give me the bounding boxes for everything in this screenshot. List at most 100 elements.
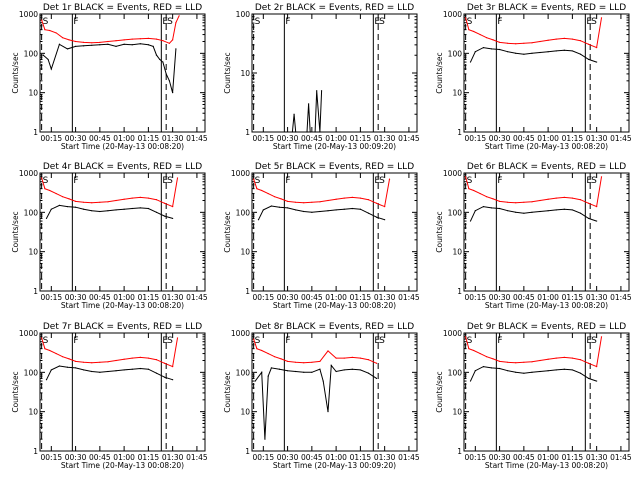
data-point xyxy=(50,68,52,70)
data-point xyxy=(163,362,166,364)
event-marker-label: S xyxy=(591,336,597,346)
data-point xyxy=(523,372,525,374)
x-tick-label: 01:45 xyxy=(186,134,208,143)
data-point xyxy=(515,202,517,204)
data-point xyxy=(474,370,476,372)
chart-panel-9: Det 9r BLACK = Events, RED = LLD 1 10 100 10… xyxy=(435,322,632,470)
y-axis-label: Counts/sec xyxy=(11,371,20,412)
x-tick-label: 01:00 xyxy=(113,134,135,143)
data-point xyxy=(303,362,305,364)
data-point xyxy=(327,199,329,202)
data-point xyxy=(83,41,85,43)
x-tick-label: 00:45 xyxy=(513,453,535,462)
chart-panel-6: Det 6r BLACK = Events, RED = LLD 1 10 100 10… xyxy=(435,162,632,310)
data-point xyxy=(62,37,64,39)
data-point xyxy=(55,32,57,34)
y-tick-label: 1 xyxy=(245,287,250,296)
data-point xyxy=(176,177,179,179)
data-point xyxy=(587,362,590,364)
data-point xyxy=(139,207,141,209)
data-point xyxy=(555,38,557,40)
data-point xyxy=(547,51,549,53)
data-point xyxy=(147,37,149,39)
data-point xyxy=(115,199,117,202)
data-point xyxy=(327,350,329,352)
data-point xyxy=(131,38,133,40)
data-point xyxy=(306,131,308,133)
data-point xyxy=(74,200,77,202)
data-point xyxy=(343,357,345,359)
data-point xyxy=(359,197,361,199)
data-point xyxy=(482,205,485,208)
data-point xyxy=(155,359,158,361)
series-line-events xyxy=(470,366,597,382)
data-point xyxy=(83,361,85,363)
chart-panel-8: Det 8r BLACK = Events, RED = LLD 1 10 100 10… xyxy=(223,322,420,470)
series-line-events xyxy=(291,90,323,133)
x-axis-label: Start Time (20-May-13 00:08:20) xyxy=(485,142,608,151)
data-point xyxy=(587,377,590,380)
x-tick-label: 00:30 xyxy=(277,453,299,462)
data-point xyxy=(539,40,541,43)
data-point xyxy=(155,199,158,201)
x-axis-label: Start Time (20-May-13 00:08:20) xyxy=(61,301,184,310)
data-point xyxy=(295,201,297,203)
data-point xyxy=(168,80,171,82)
data-point xyxy=(596,220,598,222)
x-tick-label: 01:30 xyxy=(162,293,184,302)
x-tick-label: 00:45 xyxy=(89,453,111,462)
data-point xyxy=(68,39,70,41)
data-point xyxy=(507,51,509,53)
x-axis-label: Start Time (20-May-13 00:08:20) xyxy=(273,301,396,310)
event-marker-label: E xyxy=(162,17,168,27)
x-tick-label: 01:30 xyxy=(374,134,396,143)
y-tick-label: 10 xyxy=(240,69,250,78)
data-point xyxy=(147,368,149,370)
data-point xyxy=(375,377,378,380)
data-point xyxy=(596,46,598,49)
data-point xyxy=(547,358,549,360)
event-marker-label: F xyxy=(73,176,78,186)
x-tick-label: 00:30 xyxy=(65,134,87,143)
x-tick-label: 01:15 xyxy=(138,134,160,143)
x-tick-label: 01:30 xyxy=(374,293,396,302)
data-point xyxy=(123,43,125,45)
data-point xyxy=(91,42,93,44)
y-tick-label: 1000 xyxy=(19,169,38,178)
x-tick-label: 01:00 xyxy=(325,134,347,143)
data-point xyxy=(44,188,46,190)
data-point xyxy=(319,368,321,370)
x-axis-label: Start Time (20-May-13 00:09:20) xyxy=(273,461,396,470)
data-point xyxy=(330,364,332,367)
data-point xyxy=(571,38,573,40)
event-marker-label: E xyxy=(374,17,380,27)
data-point xyxy=(587,43,590,45)
y-axis-label: Counts/sec xyxy=(223,52,232,93)
x-tick-label: 01:30 xyxy=(162,134,184,143)
data-point xyxy=(115,40,117,42)
series-line-lld xyxy=(465,336,602,368)
event-marker-label: E xyxy=(162,336,168,346)
data-point xyxy=(123,208,125,210)
data-point xyxy=(563,208,565,210)
x-axis-label: Start Time (20-May-13 00:08:20) xyxy=(61,461,184,470)
data-point xyxy=(83,201,85,203)
data-point xyxy=(66,48,69,50)
data-point xyxy=(507,201,509,203)
data-point xyxy=(523,53,525,55)
y-tick-label: 1 xyxy=(33,447,38,456)
data-point xyxy=(311,361,313,363)
x-tick-label: 01:30 xyxy=(374,453,396,462)
data-point xyxy=(107,210,109,212)
data-point xyxy=(99,41,101,43)
data-point xyxy=(482,46,485,49)
data-point xyxy=(115,209,117,211)
data-point xyxy=(479,33,481,36)
x-tick-label: 00:45 xyxy=(301,293,323,302)
x-tick-label: 00:15 xyxy=(465,453,487,462)
data-point xyxy=(274,196,276,198)
data-point xyxy=(264,438,266,440)
data-point xyxy=(596,380,598,382)
data-point xyxy=(172,379,174,381)
